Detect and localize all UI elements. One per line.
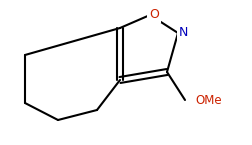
Text: OMe: OMe bbox=[194, 94, 221, 106]
Text: O: O bbox=[148, 9, 158, 21]
Text: N: N bbox=[178, 27, 187, 39]
